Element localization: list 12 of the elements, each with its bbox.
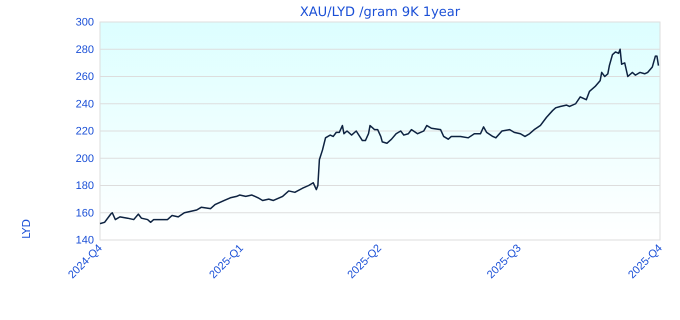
y-tick-label: 180 [76, 180, 94, 192]
y-tick-label: 260 [76, 71, 94, 84]
y-tick-label: 280 [76, 44, 94, 56]
y-tick-label: 220 [76, 126, 94, 138]
y-axis-title: LYD [20, 219, 33, 239]
line-series [99, 48, 660, 224]
y-tick-label: 200 [76, 152, 94, 165]
chart-title: XAU/LYD /gram 9K 1year [300, 5, 461, 20]
y-tick-label: 140 [76, 234, 94, 247]
y-tick-label: 160 [76, 207, 94, 220]
y-tick-label: 240 [76, 98, 94, 110]
y-tick-label: 300 [76, 16, 94, 29]
